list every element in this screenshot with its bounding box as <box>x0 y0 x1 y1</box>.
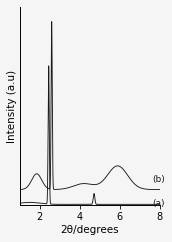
Text: (b): (b) <box>152 175 165 184</box>
X-axis label: 2θ/degrees: 2θ/degrees <box>60 225 119 235</box>
Text: (a): (a) <box>152 199 164 208</box>
Y-axis label: Intensity (a.u): Intensity (a.u) <box>7 70 17 143</box>
